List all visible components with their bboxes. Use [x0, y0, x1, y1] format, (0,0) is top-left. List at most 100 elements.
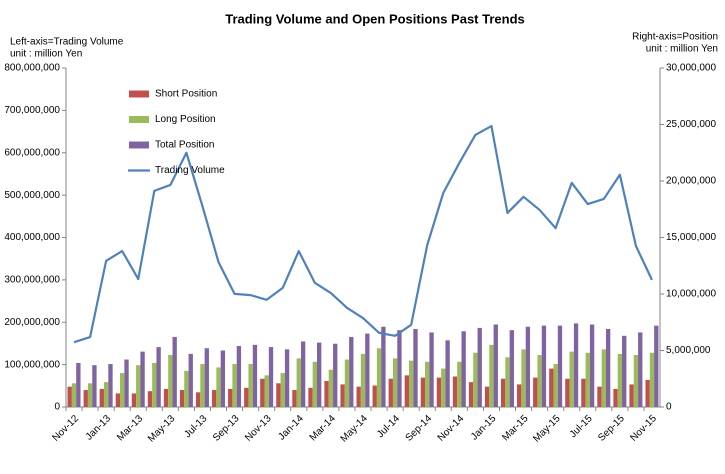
bar — [484, 386, 490, 407]
bar — [156, 347, 161, 407]
bar — [340, 384, 345, 407]
chart-title: Trading Volume and Open Positions Past T… — [225, 11, 525, 26]
bar — [408, 360, 414, 407]
bar — [397, 330, 402, 407]
bar — [388, 378, 393, 407]
bar — [565, 378, 570, 407]
bar — [441, 368, 446, 407]
yticks-tick-label: 600,000,000 — [4, 147, 60, 158]
yticks-tick-label: 400,000,000 — [4, 232, 60, 243]
y2ticks-tick-label: 15,000,000 — [666, 232, 716, 243]
bar — [489, 344, 494, 407]
bar — [188, 353, 193, 407]
x-tick-label: Sep-13 — [211, 413, 242, 444]
yticks-tick-label: 0 — [54, 402, 60, 413]
bar — [597, 386, 602, 407]
bar — [493, 324, 498, 407]
y2ticks-tick-label: 5,000,000 — [666, 345, 711, 356]
bar — [645, 379, 650, 407]
bar — [356, 386, 361, 407]
bar — [244, 387, 249, 407]
bar — [445, 340, 450, 407]
bar — [140, 351, 145, 407]
bar — [372, 385, 377, 407]
bar — [248, 364, 253, 407]
bar — [333, 343, 338, 407]
bar — [124, 359, 129, 407]
bar — [365, 333, 370, 407]
bar — [436, 377, 442, 407]
yticks-tick-label: 700,000,000 — [4, 105, 60, 116]
bar — [195, 392, 201, 407]
bar — [292, 390, 297, 407]
y2ticks-tick-label: 20,000,000 — [666, 176, 716, 187]
bar — [276, 383, 281, 407]
yticks-tick-label: 300,000,000 — [4, 275, 60, 286]
legend-label: Total Position — [155, 140, 214, 151]
bar — [573, 323, 579, 407]
bar — [268, 347, 274, 407]
x-tick-label: Jul-13 — [182, 413, 209, 440]
bar — [392, 358, 398, 407]
bar — [212, 390, 217, 407]
x-tick-label: Mar-13 — [115, 413, 145, 443]
bar — [381, 326, 386, 407]
bar — [557, 325, 563, 407]
bar — [300, 341, 306, 407]
bar — [500, 378, 506, 407]
annotation: Left-axis=Trading Volume — [10, 37, 124, 48]
bar — [461, 331, 466, 407]
bar — [473, 352, 478, 407]
bar — [420, 377, 426, 407]
bar — [236, 345, 242, 407]
bar — [649, 352, 655, 407]
bar — [312, 361, 318, 407]
bar — [152, 362, 157, 407]
bar — [509, 330, 514, 407]
legend-label: Short Position — [155, 89, 217, 100]
x-tick-label: May-13 — [146, 413, 178, 445]
bar — [103, 382, 109, 407]
legend-label: Trading Volume — [155, 165, 225, 176]
bar — [541, 325, 547, 407]
bar — [549, 368, 554, 407]
y2ticks-tick-label: 30,000,000 — [666, 63, 716, 74]
x-tick-label: Jan-13 — [84, 413, 114, 443]
bar — [477, 327, 482, 407]
bar — [537, 355, 542, 407]
x-tick-label: Nov-12 — [50, 413, 81, 444]
x-tick-label: Nov-15 — [628, 413, 659, 444]
bar — [280, 373, 285, 407]
bar — [457, 361, 462, 407]
bar — [204, 348, 209, 407]
bar — [569, 351, 574, 407]
bar — [172, 336, 177, 407]
legend-symbol — [129, 116, 149, 123]
bar — [521, 349, 526, 407]
bar — [585, 352, 590, 407]
bar — [617, 353, 623, 407]
x-tick-label: Sep-14 — [404, 413, 435, 444]
legend-label: Long Position — [155, 114, 216, 125]
bar — [525, 326, 531, 407]
bar — [83, 390, 88, 407]
legend-symbol — [129, 141, 149, 149]
bar — [622, 335, 627, 407]
x-tick-label: Nov-13 — [243, 413, 274, 444]
bar — [216, 367, 221, 407]
bar — [67, 386, 72, 407]
bar — [92, 365, 97, 407]
x-tick-label: Jul-14 — [375, 413, 402, 440]
bar — [264, 375, 269, 407]
bar — [168, 355, 173, 407]
bar — [349, 336, 354, 407]
bar — [76, 362, 81, 407]
bar — [200, 364, 205, 407]
legend-symbol — [129, 90, 149, 98]
annotation: Right-axis=Position — [632, 32, 718, 43]
x-tick-label: Jan-15 — [469, 413, 499, 443]
annotation: unit : million Yen — [646, 44, 718, 55]
bar — [284, 349, 290, 407]
bar — [252, 344, 258, 407]
